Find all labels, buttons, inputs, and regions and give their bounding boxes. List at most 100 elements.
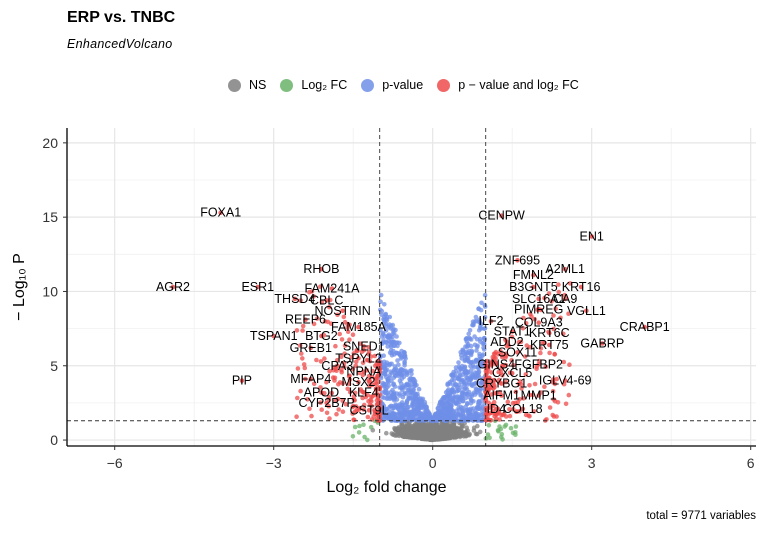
point-ns — [410, 433, 416, 438]
point-pvalue — [393, 412, 399, 418]
gene-label: REEP6 — [285, 313, 326, 327]
point-both — [294, 414, 299, 420]
point-both — [351, 351, 357, 356]
point-labeled — [515, 258, 520, 263]
point-pvalue — [476, 415, 482, 421]
point-pvalue — [417, 400, 423, 406]
point-pvalue — [464, 336, 470, 341]
point-pvalue — [456, 413, 462, 418]
legend-item-both: p − value and log₂ FC — [437, 78, 579, 92]
gene-label: KLF4 — [349, 386, 379, 400]
point-both — [556, 282, 561, 287]
point-both — [360, 395, 365, 401]
point-pvalue — [457, 370, 462, 375]
point-labeled — [509, 329, 515, 334]
point-both — [500, 363, 505, 369]
point-both — [307, 406, 312, 412]
point-both — [358, 387, 364, 392]
point-pvalue — [473, 370, 478, 375]
point-logfc — [361, 422, 366, 428]
point-both — [521, 396, 526, 401]
point-pvalue — [398, 381, 404, 386]
point-both — [295, 366, 301, 371]
point-pvalue — [465, 382, 470, 387]
point-pvalue — [378, 307, 383, 313]
chart-subtitle: EnhancedVolcano — [67, 37, 173, 51]
point-both — [542, 384, 547, 390]
point-pvalue — [471, 359, 476, 365]
point-both — [345, 329, 351, 335]
point-labeled — [324, 400, 330, 406]
point-pvalue — [387, 334, 392, 340]
point-pvalue — [396, 406, 401, 412]
gene-label: FGFBP2 — [514, 357, 563, 371]
point-pvalue — [478, 307, 484, 313]
legend-key-logfc — [280, 78, 294, 92]
point-both — [558, 315, 563, 321]
point-both — [327, 416, 332, 421]
point-both — [551, 313, 556, 318]
point-labeled — [499, 393, 504, 398]
point-pvalue — [478, 393, 483, 398]
point-pvalue — [474, 348, 479, 353]
point-pvalue — [389, 353, 395, 358]
point-pvalue — [394, 397, 400, 402]
point-pvalue — [474, 389, 479, 395]
point-both — [550, 389, 556, 394]
point-both — [334, 411, 339, 417]
point-both — [518, 339, 524, 345]
point-both — [345, 386, 351, 392]
point-both — [314, 316, 320, 321]
point-pvalue — [381, 353, 387, 359]
point-labeled — [504, 339, 510, 345]
point-both — [341, 314, 347, 320]
point-both — [355, 348, 360, 354]
point-both — [366, 349, 372, 355]
point-labeled — [515, 350, 520, 355]
legend-key-pvalue — [361, 78, 375, 92]
point-pvalue — [478, 356, 484, 362]
point-both — [507, 407, 512, 412]
point-both — [555, 400, 561, 405]
point-pvalue — [390, 322, 396, 328]
point-labeled — [509, 370, 515, 376]
point-both — [322, 356, 327, 361]
point-pvalue — [383, 311, 389, 317]
point-pvalue — [460, 347, 465, 353]
point-labeled — [271, 333, 277, 339]
point-pvalue — [385, 344, 391, 349]
point-both — [309, 413, 314, 419]
point-logfc — [503, 422, 509, 428]
point-ns — [463, 433, 469, 439]
point-labeled — [308, 345, 314, 351]
gene-labels: FOXA1 AGR2 ESR1 RHOB FAM241ATHSD4CBLCNOSTRIN… — [156, 206, 670, 418]
point-both — [305, 397, 310, 402]
point-both — [563, 401, 569, 407]
point-pvalue — [409, 368, 414, 373]
point-pvalue — [398, 371, 404, 377]
point-both — [300, 323, 306, 329]
point-both — [551, 397, 556, 402]
x-tick-label: 3 — [588, 455, 596, 471]
point-pvalue — [474, 336, 480, 342]
point-pvalue — [407, 395, 413, 401]
gene-label: MFAP4 — [290, 372, 331, 386]
point-pvalue — [423, 415, 429, 421]
gene-label: FOXA1 — [200, 206, 241, 220]
point-pvalue — [460, 418, 466, 423]
point-both — [300, 328, 305, 333]
point-pvalue — [381, 381, 387, 387]
point-ns — [436, 429, 442, 435]
y-tick-label: 20 — [42, 135, 58, 151]
point-pvalue — [385, 408, 391, 414]
point-both — [330, 375, 336, 380]
legend: NS Log₂ FC p-value p − value and log₂ FC — [228, 74, 593, 96]
legend-item-ns: NS — [228, 78, 266, 92]
point-both — [337, 331, 343, 337]
point-pvalue — [395, 358, 400, 363]
gene-label: CA9 — [553, 292, 577, 306]
point-both — [324, 410, 330, 416]
gene-label: KRT16 — [562, 280, 601, 294]
gene-label: FAM185A — [331, 320, 387, 334]
point-ns — [459, 433, 465, 438]
